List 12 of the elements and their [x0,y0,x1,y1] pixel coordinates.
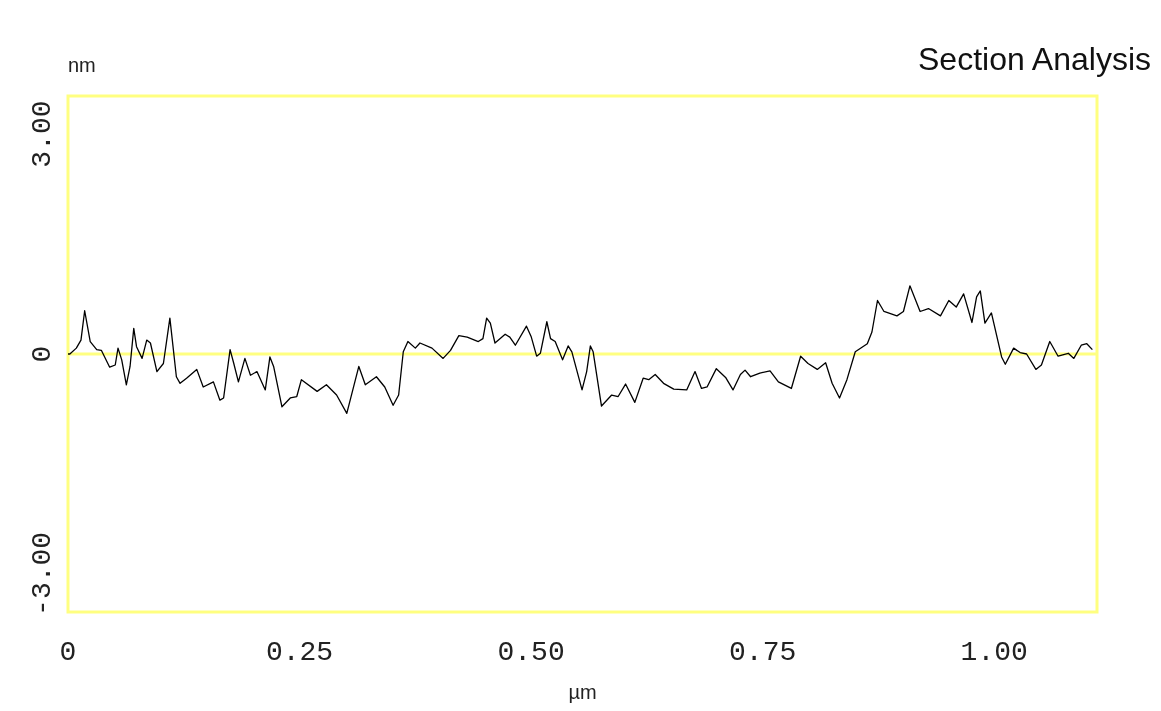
x-tick-label: 0 [59,637,77,668]
x-tick-label: 0.75 [729,637,797,668]
x-axis-title: µm [568,681,597,703]
x-tick-label: 0.50 [497,637,565,668]
y-axis-title: nm [68,54,96,76]
y-tick-label: -3.00 [26,531,58,616]
line-series [67,285,1094,415]
y-tick-label: 3.00 [26,100,58,168]
chart-title: Section Analysis [917,41,1151,77]
x-tick-label: 0.25 [265,637,334,668]
y-tick-label: 0 [26,345,58,363]
x-tick-label: 1.00 [960,637,1028,668]
